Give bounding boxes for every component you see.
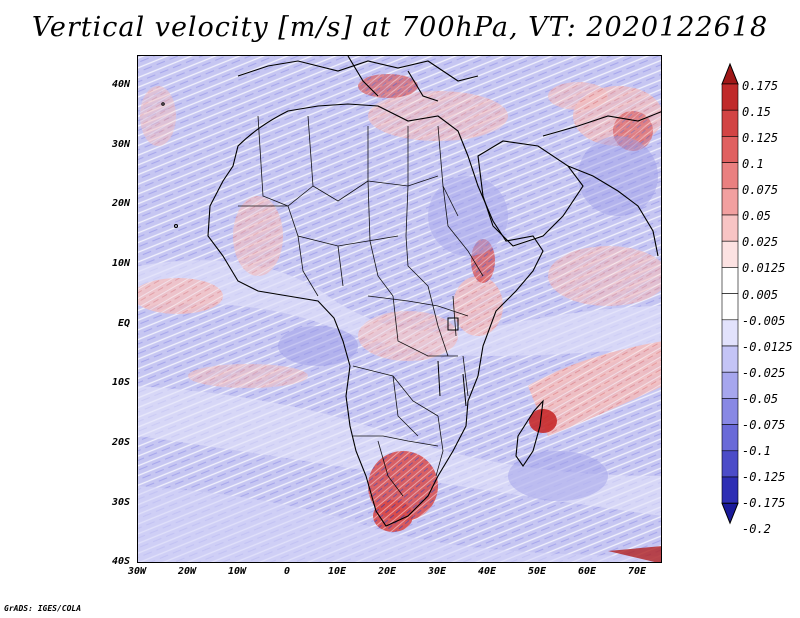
colorbar-segment <box>721 267 739 294</box>
colorbar-label: -0.025 <box>742 366 786 380</box>
colorbar-segment <box>721 319 739 347</box>
colorbar-label: 0.005 <box>742 288 779 302</box>
lakes <box>437 317 467 407</box>
map-title: Vertical velocity [m/s] at 700hPa, VT: 2… <box>31 12 769 43</box>
colorbar-label: 0.175 <box>742 79 779 93</box>
lon-label-30e: 30E <box>427 566 447 577</box>
colorbar <box>721 62 739 525</box>
colorbar-segment <box>721 83 739 111</box>
vertical-velocity-field <box>138 56 661 562</box>
footer-credit: GrADS: IGES/COLA <box>4 604 82 613</box>
lat-label-20n: 20N <box>111 198 130 209</box>
colorbar-label: -0.05 <box>742 392 779 406</box>
colorbar-label: -0.075 <box>742 418 786 432</box>
lon-label-20e: 20E <box>377 566 397 577</box>
colorbar-segment <box>721 398 739 425</box>
lat-label-30n: 30N <box>111 139 130 150</box>
colorbar-label: 0.075 <box>742 183 779 197</box>
colorbar-label: -0.005 <box>742 314 786 328</box>
coastlines <box>161 56 661 527</box>
colorbar-segment <box>721 136 739 163</box>
colorbar-bottom-arrow <box>721 502 739 525</box>
colorbar-label: -0.1 <box>742 444 771 458</box>
colorbar-segment <box>721 345 739 373</box>
colorbar-label: -0.175 <box>742 496 786 510</box>
lon-label-50e: 50E <box>527 566 547 577</box>
colorbar-segment <box>721 109 739 137</box>
lat-label-eq: EQ <box>117 318 130 329</box>
colorbar-label: 0.125 <box>742 131 779 145</box>
map-panel <box>137 55 662 563</box>
lon-label-20w: 20W <box>177 566 197 577</box>
colorbar-segment <box>721 424 739 452</box>
lon-label-10w: 10W <box>227 566 247 577</box>
lon-label-60e: 60E <box>577 566 597 577</box>
lon-label-0: 0 <box>283 566 291 577</box>
colorbar-label: 0.05 <box>742 209 771 223</box>
lat-label-40n: 40N <box>111 79 130 90</box>
country-borders <box>238 115 484 497</box>
colorbar-segment <box>721 371 739 399</box>
colorbar-label: -0.2 <box>742 522 771 536</box>
lon-label-10e: 10E <box>327 566 347 577</box>
colorbar-segment <box>721 214 739 242</box>
colorbar-top-arrow <box>721 62 739 85</box>
colorbar-segment <box>721 450 739 478</box>
lon-label-30w: 30W <box>127 566 147 577</box>
colorbar-label: -0.0125 <box>742 340 793 354</box>
colorbar-label: 0.1 <box>742 157 764 171</box>
lat-label-30s: 30S <box>111 497 130 508</box>
colorbar-segment <box>721 476 739 504</box>
colorbar-label: -0.125 <box>742 470 786 484</box>
lat-label-40s: 40S <box>111 556 130 567</box>
colorbar-segment <box>721 293 739 321</box>
colorbar-segment <box>721 188 739 216</box>
lon-label-70e: 70E <box>627 566 647 577</box>
lon-label-40e: 40E <box>477 566 497 577</box>
colorbar-label: 0.025 <box>742 235 779 249</box>
colorbar-label: 0.15 <box>742 105 771 119</box>
colorbar-segment <box>721 162 739 190</box>
colorbar-label: 0.0125 <box>742 261 786 275</box>
lat-label-10n: 10N <box>111 258 130 269</box>
lat-label-20s: 20S <box>111 437 130 448</box>
colorbar-segment <box>721 240 739 268</box>
lat-label-10s: 10S <box>111 377 130 388</box>
